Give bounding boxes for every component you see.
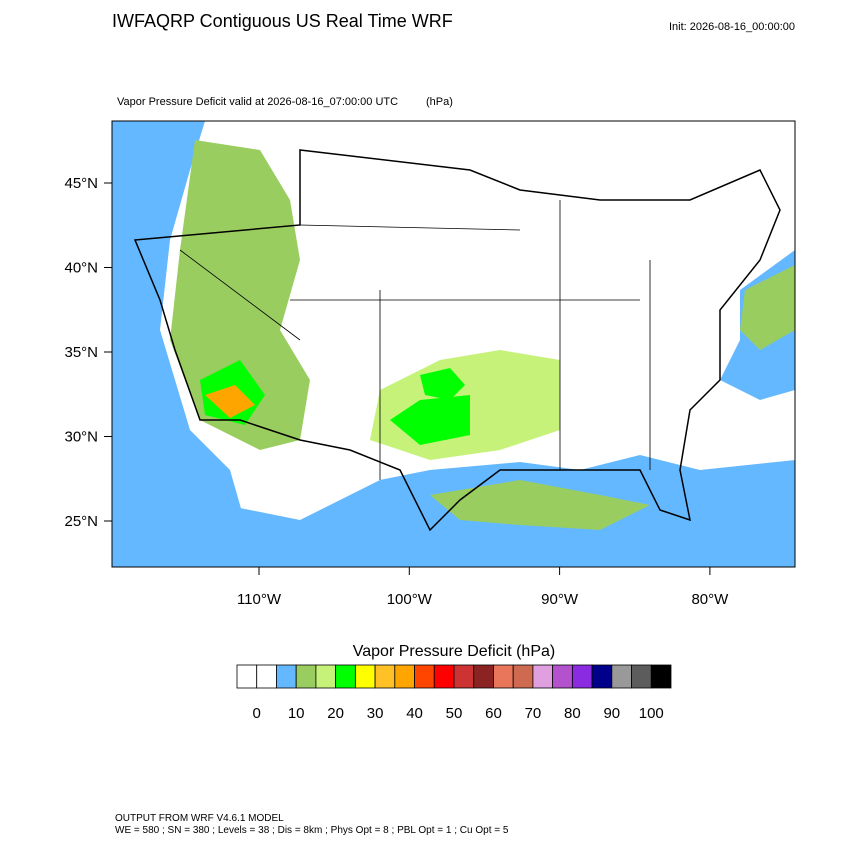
colorbar: 0 10 20 30 40 50 60 70 80 90 100 [236, 664, 672, 722]
colorbar-box [374, 664, 396, 689]
colorbar-box [414, 664, 435, 689]
colorbar-label: 70 [525, 705, 542, 722]
colorbar-box [631, 664, 652, 689]
plains-high-vpd [390, 395, 470, 445]
colorbar-label: 60 [485, 705, 502, 722]
lon-labels: 110°W 100°W 90°W 80°W [237, 567, 729, 608]
colorbar-title: Vapor Pressure Deficit (hPa) [353, 643, 555, 660]
colorbar-label: 10 [288, 705, 305, 722]
atlantic-vpd [740, 265, 795, 350]
lon-label: 110°W [237, 591, 282, 608]
colorbar-box [276, 664, 297, 689]
lon-label: 100°W [387, 591, 433, 608]
colorbar-label: 0 [253, 705, 261, 722]
colorbar-label: 40 [406, 705, 423, 722]
colorbar-box [512, 664, 534, 689]
colorbar-label: 20 [327, 705, 344, 722]
sw-hot-vpd [205, 385, 255, 418]
colorbar-box [315, 664, 337, 689]
lat-label: 45°N [64, 175, 98, 192]
init-time: Init: 2026-08-16_00:00:00 [669, 21, 795, 33]
state-lines [179, 200, 651, 480]
colorbar-box [335, 664, 356, 689]
colorbar-box [650, 664, 672, 689]
colorbar-box [493, 664, 514, 689]
lon-label: 80°W [691, 591, 729, 608]
colorbar-box [295, 664, 317, 689]
lat-label: 35°N [64, 344, 98, 361]
colorbar-box [394, 664, 415, 689]
gulf-vpd [430, 480, 650, 530]
footer-line: WE = 580 ; SN = 380 ; Levels = 38 ; Dis … [115, 825, 509, 836]
title: IWFAQRP Contiguous US Real Time WRF [112, 11, 453, 31]
colorbar-box [611, 664, 632, 689]
colorbar-box [571, 664, 593, 689]
colorbar-box [591, 664, 613, 689]
pacific [112, 121, 250, 567]
ok-high-vpd [420, 368, 465, 400]
lat-label: 25°N [64, 513, 98, 530]
colorbar-label: 90 [603, 705, 620, 722]
map [111, 120, 796, 568]
colorbar-box [473, 664, 494, 689]
colorbar-label: 50 [446, 705, 463, 722]
colorbar-box [532, 664, 554, 689]
colorbar-box [433, 664, 455, 689]
colorbar-box [236, 664, 258, 689]
units: (hPa) [426, 96, 453, 108]
map-frame [111, 120, 796, 568]
lat-label: 40°N [64, 260, 98, 277]
lat-label: 30°N [64, 429, 98, 446]
colorbar-label: 30 [367, 705, 384, 722]
colorbar-box [354, 664, 376, 689]
colorbar-label: 80 [564, 705, 581, 722]
us-outline [133, 149, 781, 532]
colorbar-box [552, 664, 573, 689]
lon-label: 90°W [541, 591, 579, 608]
colorbar-label: 100 [639, 705, 664, 722]
lat-labels: 45°N 40°N 35°N 30°N 25°N [64, 175, 112, 530]
footer-line: OUTPUT FROM WRF V4.6.1 MODEL [115, 813, 284, 824]
colorbar-box [256, 664, 277, 689]
colorbar-box [453, 664, 475, 689]
subtitle: Vapor Pressure Deficit valid at 2026-08-… [117, 96, 398, 108]
